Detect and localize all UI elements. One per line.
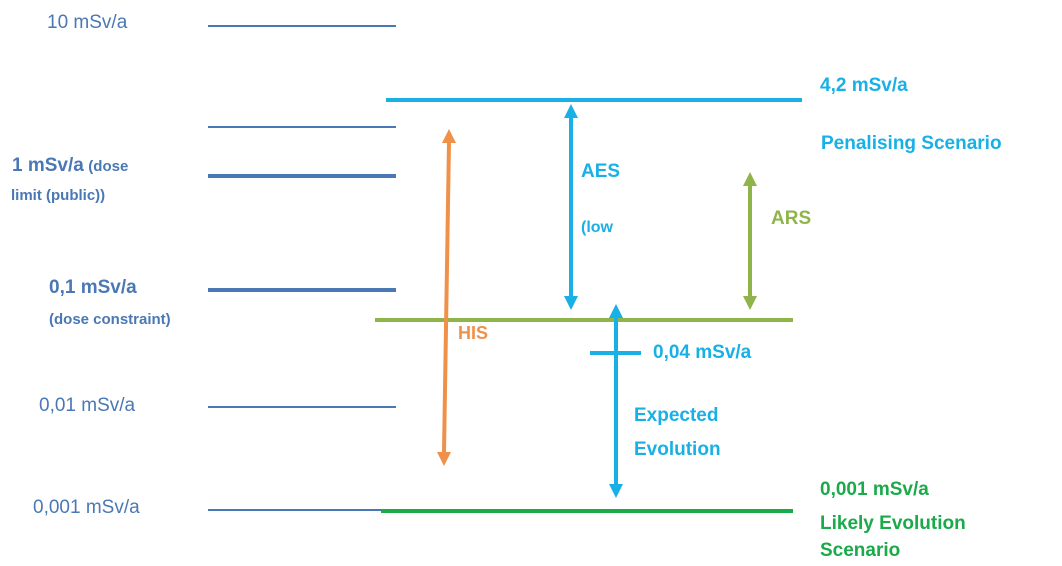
scale-label-1-value: 1 mSv/a	[12, 155, 84, 176]
scale-label-1-note-b: limit (public))	[11, 187, 106, 204]
his-arrow	[437, 129, 456, 466]
aes-note: (low	[581, 219, 613, 236]
scale-label-01-note: (dose constraint)	[49, 311, 171, 328]
scale-label-1: 1 mSv/a (dose	[12, 155, 128, 178]
penalising-value: 4,2 mSv/a	[820, 75, 908, 96]
expected-label-b: Evolution	[634, 439, 721, 460]
ars-label: ARS	[771, 208, 812, 229]
likely-label-a: Likely Evolution	[820, 513, 966, 534]
aes-label: AES	[581, 161, 621, 182]
ars-arrow	[743, 172, 757, 310]
scale-label-1-note-a: (dose	[88, 158, 129, 175]
expected-value: 0,04 mSv/a	[653, 342, 752, 363]
scale-label-10: 10 mSv/a	[47, 12, 128, 33]
scale-label-01: 0,1 mSv/a	[49, 277, 137, 298]
penalising-scenario-label: Penalising Scenario	[821, 133, 1002, 154]
his-label: HIS	[458, 323, 489, 343]
expected-evolution-arrow	[590, 304, 641, 498]
likely-label-b: Scenario	[820, 540, 901, 561]
aes-arrow	[564, 104, 578, 310]
scale-label-0001: 0,001 mSv/a	[33, 497, 140, 518]
expected-label-a: Expected	[634, 405, 719, 426]
scale-label-001: 0,01 mSv/a	[39, 395, 136, 416]
likely-value: 0,001 mSv/a	[820, 479, 929, 500]
